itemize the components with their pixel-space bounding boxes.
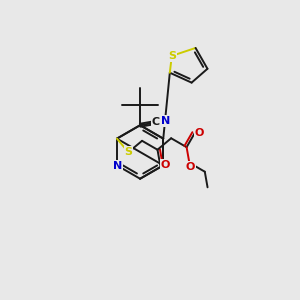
Text: N: N — [161, 116, 170, 126]
Text: O: O — [160, 160, 170, 170]
Text: S: S — [124, 147, 132, 157]
Text: O: O — [186, 162, 195, 172]
Text: S: S — [168, 51, 176, 61]
Text: N: N — [113, 161, 122, 171]
Text: C: C — [152, 117, 160, 127]
Text: O: O — [195, 128, 204, 138]
